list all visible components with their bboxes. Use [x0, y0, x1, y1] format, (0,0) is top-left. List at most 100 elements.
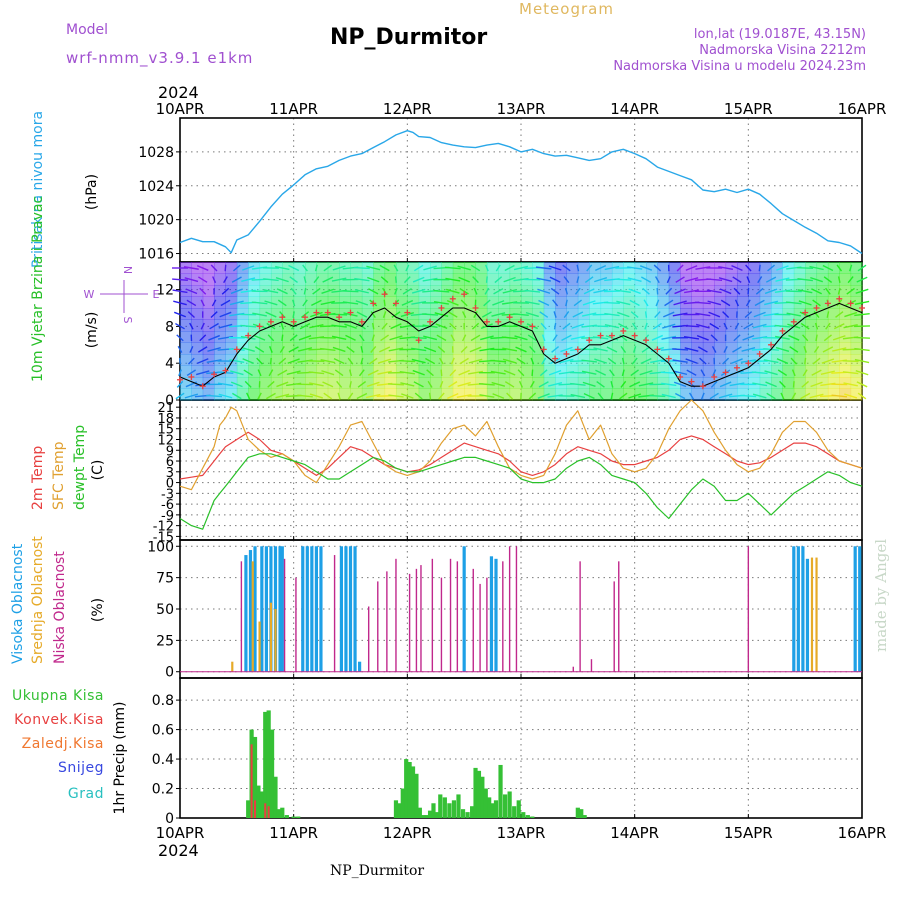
- wind-arrow: [394, 276, 397, 283]
- wind-arrow: [710, 380, 718, 388]
- wind-field-cell: [714, 331, 727, 343]
- wind-arrow: [473, 311, 478, 319]
- wind-arrow: [570, 393, 586, 399]
- cloud-mid-bar: [258, 621, 261, 672]
- precip-total-bar: [434, 812, 439, 818]
- wind-field-cell: [270, 342, 283, 355]
- wind-arrow: [220, 299, 231, 307]
- y-tick-label: 1024: [138, 179, 174, 195]
- wind-arrow: [765, 381, 777, 388]
- precip-total-bar: [424, 815, 429, 818]
- precip-total-bar: [498, 764, 503, 818]
- wind-field-cell: [498, 388, 511, 401]
- wind-arrow: [381, 322, 388, 330]
- wind-field-cell: [589, 308, 602, 320]
- wind-arrow: [649, 394, 666, 398]
- wind-arrow: [673, 370, 688, 376]
- wind-field-cell: [214, 285, 226, 297]
- wind-field-cell: [282, 342, 295, 355]
- wind-field-cell: [361, 273, 374, 286]
- wind-field-cell: [430, 388, 442, 401]
- wind-arrow: [367, 276, 380, 283]
- wind-arrow: [595, 369, 607, 376]
- wind-field-cell: [714, 285, 727, 297]
- wind-field-cell: [521, 331, 533, 343]
- wind-field-cell: [452, 388, 465, 401]
- wind-arrow: [483, 299, 491, 307]
- wind-arrow: [719, 381, 732, 388]
- legend-frz-rain: Zaledj.Kisa: [22, 736, 104, 752]
- wind-field-cell: [293, 308, 306, 320]
- wind-field-cell: [850, 388, 863, 401]
- wind-field-cell: [407, 388, 420, 401]
- wind-arrow: [786, 312, 802, 317]
- wind-arrow: [458, 276, 470, 283]
- wind-arrow: [552, 334, 558, 342]
- wind-arrow: [172, 289, 188, 294]
- wind-field-cell: [850, 262, 863, 274]
- y-tick-label: 4: [165, 356, 174, 372]
- wind-arrow: [576, 276, 580, 283]
- wind-field-cell: [521, 354, 533, 366]
- wind-field-cell: [680, 262, 692, 274]
- wind-arrow: [855, 288, 869, 294]
- wind-arrow: [789, 346, 799, 353]
- wind-field-cell: [316, 377, 329, 389]
- wind-field-cell: [839, 285, 852, 297]
- wind-field-cell: [816, 296, 829, 309]
- wind-arrow: [837, 276, 841, 283]
- wind-arrow: [321, 288, 335, 294]
- wind-field-cell: [441, 285, 454, 297]
- wind-field-cell: [566, 342, 579, 355]
- wind-field-cell: [191, 377, 204, 389]
- wind-field-cell: [611, 342, 624, 355]
- wind-field-cell: [589, 377, 602, 389]
- wind-arrow: [854, 358, 870, 364]
- wind-arrow: [763, 359, 779, 364]
- wind-arrow: [683, 335, 700, 340]
- wind-field-cell: [202, 319, 215, 332]
- wind-field-cell: [282, 377, 295, 389]
- precip-total-bar: [259, 791, 264, 818]
- wind-field-cell: [225, 273, 238, 286]
- wind-arrow: [593, 347, 608, 352]
- wind-field-cell: [771, 273, 783, 286]
- cloud-mid-bar: [810, 557, 814, 672]
- wind-field-cell: [736, 319, 749, 332]
- wind-arrow: [257, 369, 262, 377]
- wind-field-cell: [782, 377, 795, 389]
- wind-arrow: [722, 311, 730, 319]
- y-tick-label: 18: [157, 412, 174, 427]
- precip-total-bar: [246, 800, 251, 818]
- wind-field-cell: [248, 319, 261, 332]
- wind-arrow: [529, 345, 536, 353]
- wind-field-cell: [839, 319, 852, 332]
- wind-field-cell: [452, 377, 465, 389]
- wind-field-cell: [270, 273, 283, 286]
- wind-field-cell: [691, 377, 704, 389]
- wind-arrow: [813, 311, 820, 319]
- wind-field-cell: [521, 365, 533, 378]
- wind-field-cell: [748, 273, 761, 286]
- wind-arrow: [490, 370, 506, 375]
- cloud-low-bar: [472, 568, 474, 672]
- wind-field-cell: [725, 262, 738, 274]
- wind-field-cell: [657, 319, 670, 332]
- x-tick-label-top: 12APR: [383, 100, 432, 118]
- wind-arrow: [269, 357, 272, 365]
- wind-field-cell: [486, 296, 499, 309]
- wind-field-cell: [793, 377, 806, 389]
- wind-arrow: [820, 370, 835, 376]
- cloud-low-bar: [367, 606, 370, 672]
- wind-field-cell: [327, 273, 340, 286]
- wind-arrow: [196, 265, 209, 271]
- wind-field-cell: [600, 388, 613, 401]
- cloud-high-bar: [858, 546, 862, 672]
- wind-field-cell: [816, 285, 829, 297]
- wind-field-cell: [691, 331, 704, 343]
- wind-arrow: [731, 265, 743, 271]
- wind-field-cell: [305, 308, 317, 320]
- wind-field-cell: [464, 319, 477, 332]
- wind-field-cell: [532, 354, 545, 366]
- wind-arrow: [597, 392, 604, 400]
